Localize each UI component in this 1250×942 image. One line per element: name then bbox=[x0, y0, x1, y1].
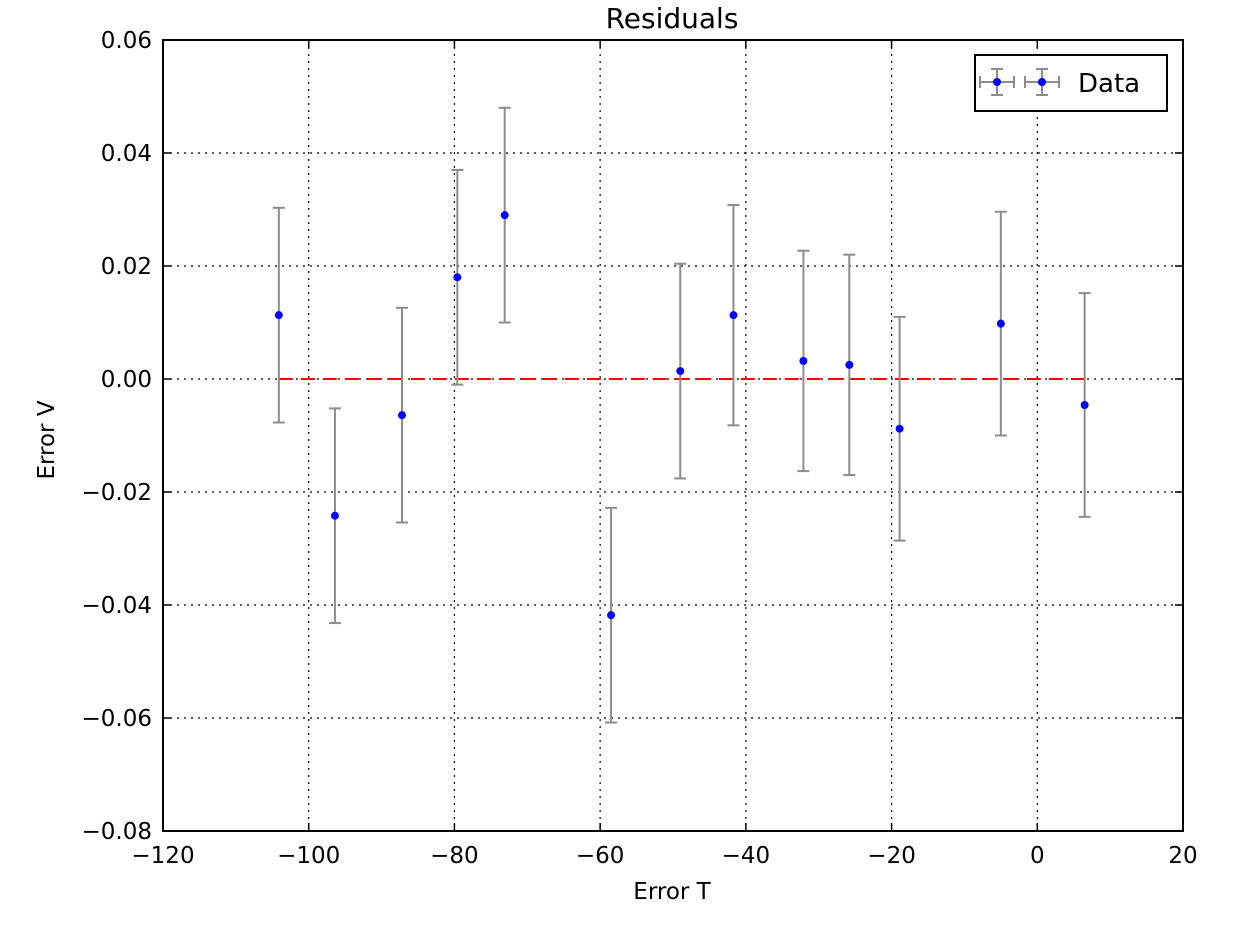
y-tick-label: −0.04 bbox=[82, 593, 152, 619]
x-tick-labels: −120 −100 −80 −60 −40 −20 0 20 bbox=[131, 843, 1197, 869]
y-tick-labels: −0.08 −0.06 −0.04 −0.02 0.00 0.02 0.04 0.06 bbox=[82, 28, 152, 845]
data-point bbox=[996, 319, 1005, 328]
y-tick-label: 0.02 bbox=[101, 254, 152, 280]
data-point bbox=[729, 311, 738, 320]
legend-point bbox=[1038, 78, 1046, 86]
y-tick-label: −0.06 bbox=[82, 706, 152, 732]
chart-title: Residuals bbox=[606, 2, 739, 35]
y-tick-label: −0.02 bbox=[82, 480, 152, 506]
x-tick-label: −60 bbox=[576, 843, 625, 869]
x-tick-label: 0 bbox=[1030, 843, 1045, 869]
legend-point bbox=[993, 78, 1001, 86]
data-point bbox=[895, 424, 904, 433]
x-tick-label: −100 bbox=[277, 843, 340, 869]
y-tick-label: 0.04 bbox=[101, 141, 152, 167]
data-point bbox=[1080, 400, 1089, 409]
legend-label-data: Data bbox=[1078, 69, 1140, 99]
x-axis-label: Error T bbox=[633, 879, 711, 905]
data-point bbox=[274, 311, 283, 320]
data-point bbox=[453, 273, 462, 282]
data-point bbox=[500, 211, 509, 220]
x-tick-label: 20 bbox=[1168, 843, 1197, 869]
y-tick-label: 0.06 bbox=[101, 28, 152, 54]
x-tick-label: −40 bbox=[722, 843, 771, 869]
error-bars bbox=[272, 106, 1091, 724]
data-point bbox=[799, 356, 808, 365]
data-point bbox=[607, 611, 616, 620]
y-tick-label: −0.08 bbox=[82, 819, 152, 845]
x-tick-label: −120 bbox=[131, 843, 194, 869]
legend-marker bbox=[979, 68, 1060, 96]
data-points bbox=[274, 211, 1089, 620]
data-point bbox=[676, 367, 685, 376]
x-tick-label: −80 bbox=[430, 843, 479, 869]
legend: Data bbox=[974, 54, 1168, 112]
x-tick-label: −20 bbox=[867, 843, 916, 869]
data-point bbox=[845, 360, 854, 369]
grid-lines bbox=[163, 40, 1183, 831]
axis-ticks bbox=[162, 39, 1184, 832]
y-axis-label: Error V bbox=[34, 400, 60, 479]
data-point bbox=[330, 511, 339, 520]
data-point bbox=[397, 411, 406, 420]
plot-area-frame bbox=[162, 39, 1184, 832]
y-tick-label: 0.00 bbox=[101, 367, 152, 393]
